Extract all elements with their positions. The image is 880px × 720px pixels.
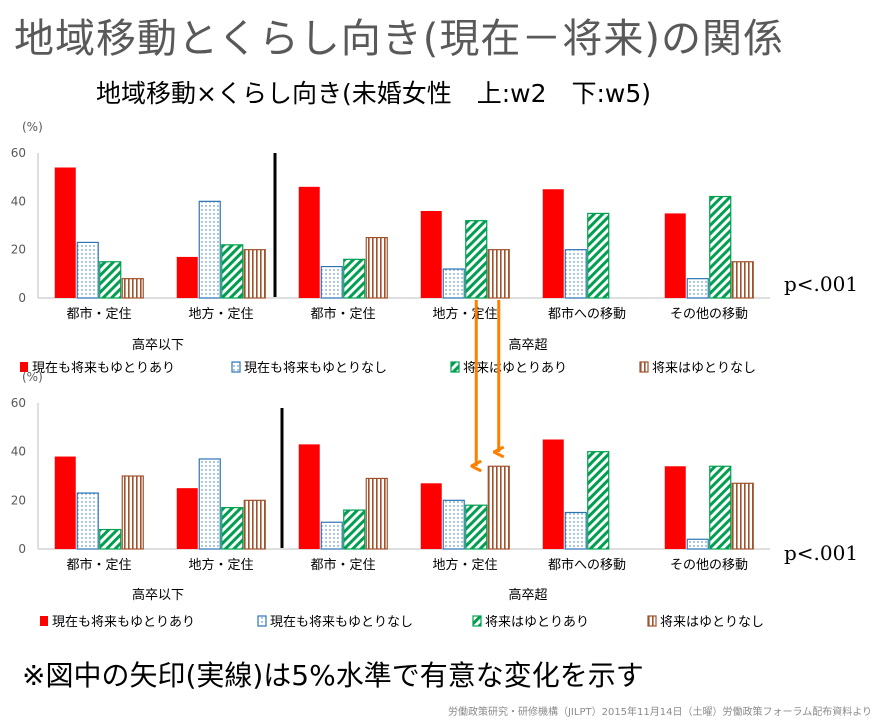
bar-3-cat-3 [343, 509, 366, 550]
x-category-label: 地方・定住 [188, 557, 253, 573]
y-tick-label: 0 [18, 291, 26, 305]
bar-4-cat-1 [121, 475, 144, 550]
bar-3-cat-2 [221, 507, 244, 550]
legend-label: 現在も将来もゆとりなし [270, 615, 413, 630]
legend-label: 将来はゆとりあり [485, 615, 589, 630]
bar-2-cat-6 [686, 278, 709, 299]
bar-2-cat-2 [198, 200, 221, 299]
legend-swatch [257, 615, 267, 627]
y-tick-label: 0 [18, 542, 26, 556]
footnote: ※図中の矢印(実線)は5%水準で有意な変化を示す [22, 659, 644, 692]
bar-2-cat-6 [686, 538, 709, 550]
y-axis-label: (%) [22, 120, 43, 134]
bar-1-cat-1 [54, 167, 76, 298]
legend-swatch [647, 615, 657, 627]
chart-w5: (%) 0 20 40 60 都市・定住 地方・定住 都市・定住 地方・定住 都市への移動 その他の… [11, 370, 770, 630]
x-category-label: 地方・定住 [188, 306, 253, 322]
bar-3-cat-6 [709, 195, 732, 299]
chart-w2: (%) 0 20 40 60 都市・定住 地方・定住 都市・定住 地方・定住 都市への移動 その他の… [11, 120, 770, 376]
bar-1-cat-2 [176, 256, 198, 298]
p-value-top: p<.001 [784, 272, 859, 296]
legend-swatch [450, 361, 460, 373]
slide-subtitle: 地域移動×くらし向き(未婚女性 上:w2 下:w5) [96, 79, 652, 108]
group-label: 高卒以下 [132, 337, 184, 353]
bar-2-cat-3 [320, 521, 343, 550]
x-category-label: 地方・定住 [432, 557, 497, 573]
bar-2-cat-5 [564, 511, 587, 550]
bar-4-cat-4 [487, 465, 510, 550]
legend-swatch [639, 361, 649, 373]
y-tick-label: 40 [11, 194, 26, 208]
bar-1-cat-1 [54, 456, 76, 549]
bar-3-cat-5 [587, 212, 610, 299]
bar-3-cat-1 [99, 261, 122, 299]
p-value-bottom: p<.001 [784, 541, 859, 565]
y-tick-label: 60 [11, 396, 26, 410]
bar-1-cat-3 [298, 186, 320, 298]
bar-2-cat-4 [442, 268, 465, 299]
x-category-label: 都市・定住 [310, 306, 375, 322]
bar-1-cat-4 [420, 483, 442, 549]
legend-label: 将来はゆとりなし [660, 615, 764, 630]
bar-4-cat-2 [243, 249, 266, 299]
group-label: 高卒超 [508, 587, 547, 603]
legend-swatch [20, 362, 28, 372]
bar-2-cat-3 [320, 265, 343, 299]
bar-1-cat-5 [542, 439, 564, 549]
bar-3-cat-1 [99, 528, 122, 550]
bar-1-cat-5 [542, 189, 564, 298]
legend-swatch [472, 615, 482, 627]
bar-2-cat-1 [76, 492, 99, 550]
y-tick-label: 20 [11, 493, 26, 507]
legend-label: 将来はゆとりあり [463, 361, 567, 376]
bar-1-cat-6 [664, 213, 686, 298]
bar-3-cat-5 [587, 451, 610, 550]
bar-4-cat-3 [365, 236, 388, 299]
y-tick-label: 60 [11, 146, 26, 160]
legend-label: 将来はゆとりなし [652, 361, 756, 376]
legend-swatch [231, 361, 241, 373]
x-category-label: 都市への移動 [548, 306, 626, 322]
x-category-label: 都市への移動 [548, 557, 626, 573]
bar-3-cat-4 [465, 220, 488, 299]
group-label: 高卒以下 [132, 587, 184, 603]
y-tick-label: 20 [11, 243, 26, 257]
x-category-label: その他の移動 [670, 558, 748, 573]
bar-3-cat-3 [343, 258, 366, 299]
bar-1-cat-4 [420, 211, 442, 298]
bar-1-cat-3 [298, 444, 320, 549]
bar-2-cat-1 [76, 241, 99, 299]
bar-1-cat-2 [176, 488, 198, 549]
x-category-label: 都市・定住 [66, 557, 131, 573]
bar-4-cat-6 [731, 482, 754, 550]
legend-label: 現在も将来もゆとりあり [52, 615, 195, 630]
source-footer: 労働政策研究・研修機構（JILPT）2015年11月14日（土曜）労働政策フォー… [447, 707, 872, 718]
y-axis-label: (%) [22, 370, 43, 384]
legend-label: 現在も将来もゆとりあり [32, 361, 175, 376]
bar-4-cat-4 [487, 249, 510, 299]
bar-3-cat-4 [465, 504, 488, 550]
x-category-label: 都市・定住 [66, 306, 131, 322]
legend-label: 現在も将来もゆとりなし [244, 361, 387, 376]
bar-2-cat-5 [564, 249, 587, 299]
x-category-label: 地方・定住 [432, 306, 497, 322]
bar-4-cat-1 [121, 278, 144, 299]
legend-swatch [40, 616, 48, 626]
slide-title: 地域移動とくらし向き(現在－将来)の関係 [14, 16, 785, 62]
x-category-label: その他の移動 [670, 307, 748, 322]
bar-3-cat-2 [221, 244, 244, 299]
y-tick-label: 40 [11, 445, 26, 459]
group-label: 高卒超 [508, 337, 547, 353]
bar-4-cat-6 [731, 261, 754, 299]
bar-2-cat-4 [442, 499, 465, 550]
bar-1-cat-6 [664, 466, 686, 549]
bar-3-cat-6 [709, 465, 732, 550]
bar-4-cat-3 [365, 477, 388, 550]
bar-4-cat-2 [243, 499, 266, 550]
x-category-label: 都市・定住 [310, 557, 375, 573]
bar-2-cat-2 [198, 458, 221, 550]
